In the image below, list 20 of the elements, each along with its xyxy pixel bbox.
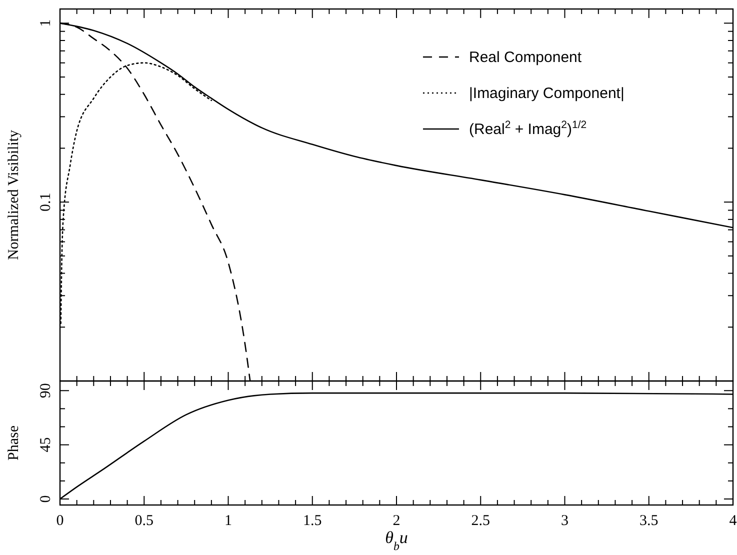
legend-label: (Real$^{2}$ + Imag$^{2}$)$^{1/2}$ [469,119,587,138]
x-tick-label: 4 [729,513,737,529]
y-tick-label: 45 [38,437,54,452]
y-axis-title: Phase [6,425,22,460]
y-tick-label: 1 [38,19,54,27]
x-tick-label: 1 [224,513,232,529]
x-tick-label: 2 [392,513,400,529]
x-tick-label: 1.5 [303,513,322,529]
legend-label: Real Component [469,49,582,66]
y-tick-label: 0 [38,495,54,503]
x-tick-label: 3 [561,513,568,529]
x-tick-label: 2.5 [471,513,490,529]
x-tick-label: 3.5 [640,513,658,529]
y-axis-title: Normalized Visibility [6,129,22,260]
x-tick-label: 0 [56,513,64,529]
y-tick-label: 0.1 [38,192,54,212]
x-axis-title: θ$_{b}$u [385,528,408,553]
x-tick-label: 0.5 [134,513,154,529]
y-tick-label: 90 [38,383,54,398]
legend-label: |Imaginary Component| [469,85,624,102]
